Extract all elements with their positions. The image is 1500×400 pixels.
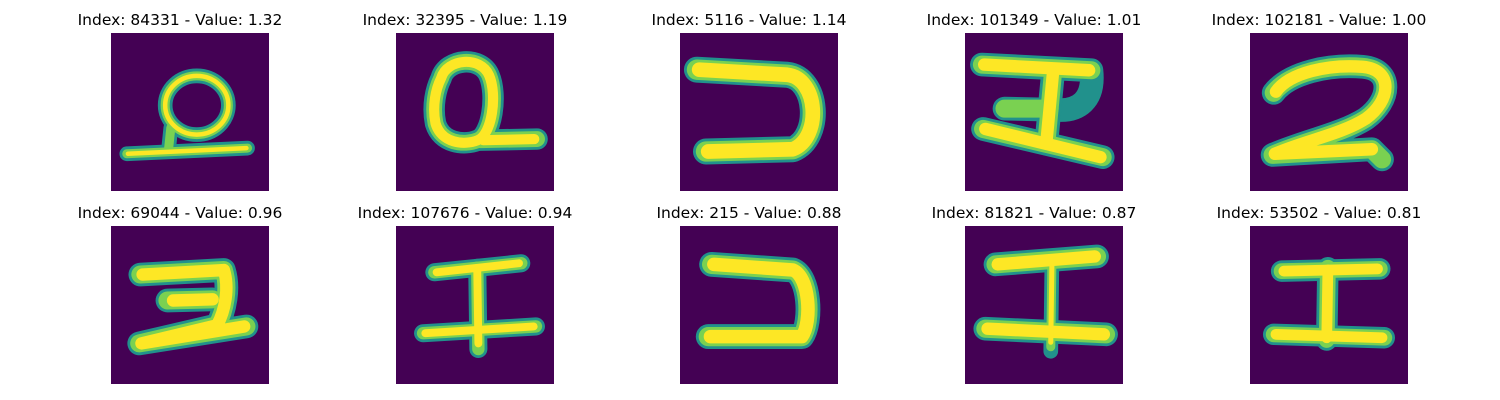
panel-title: Index: 215 - Value: 0.88 [656, 204, 842, 222]
panel-title: Index: 84331 - Value: 1.32 [77, 11, 283, 29]
panel-title: Index: 101349 - Value: 1.01 [926, 11, 1142, 29]
panel-1: Index: 84331 - Value: 1.32 [30, 10, 330, 200]
panel-title: Index: 81821 - Value: 0.87 [931, 204, 1137, 222]
glyph-i-beam-image [1250, 226, 1408, 384]
panel-title: Index: 53502 - Value: 0.81 [1216, 204, 1422, 222]
panel-3: Index: 5116 - Value: 1.14 [599, 10, 899, 200]
panel-8: Index: 215 - Value: 0.88 [599, 203, 899, 393]
glyph-a-loop-image [396, 33, 554, 191]
glyph-backward-c-image [680, 33, 838, 191]
glyph-two-image [1250, 33, 1408, 191]
panel-6: Index: 69044 - Value: 0.96 [30, 203, 330, 393]
panel-title: Index: 32395 - Value: 1.19 [362, 11, 568, 29]
glyph-a-ring-image [111, 33, 269, 191]
panel-7: Index: 107676 - Value: 0.94 [315, 203, 615, 393]
glyph-z-image [111, 226, 269, 384]
panel-title: Index: 69044 - Value: 0.96 [77, 204, 283, 222]
panel-title: Index: 107676 - Value: 0.94 [357, 204, 573, 222]
panel-4: Index: 101349 - Value: 1.01 [884, 10, 1184, 200]
glyph-i-beam-image [396, 226, 554, 384]
glyph-backward-c-image [680, 226, 838, 384]
glyph-i-beam-image [965, 226, 1123, 384]
panel-5: Index: 102181 - Value: 1.00 [1169, 10, 1469, 200]
panel-2: Index: 32395 - Value: 1.19 [315, 10, 615, 200]
panel-10: Index: 53502 - Value: 0.81 [1169, 203, 1469, 393]
panel-9: Index: 81821 - Value: 0.87 [884, 203, 1184, 393]
panel-title: Index: 5116 - Value: 1.14 [651, 11, 847, 29]
panel-title: Index: 102181 - Value: 1.00 [1211, 11, 1427, 29]
glyph-rotated-h-image [965, 33, 1123, 191]
